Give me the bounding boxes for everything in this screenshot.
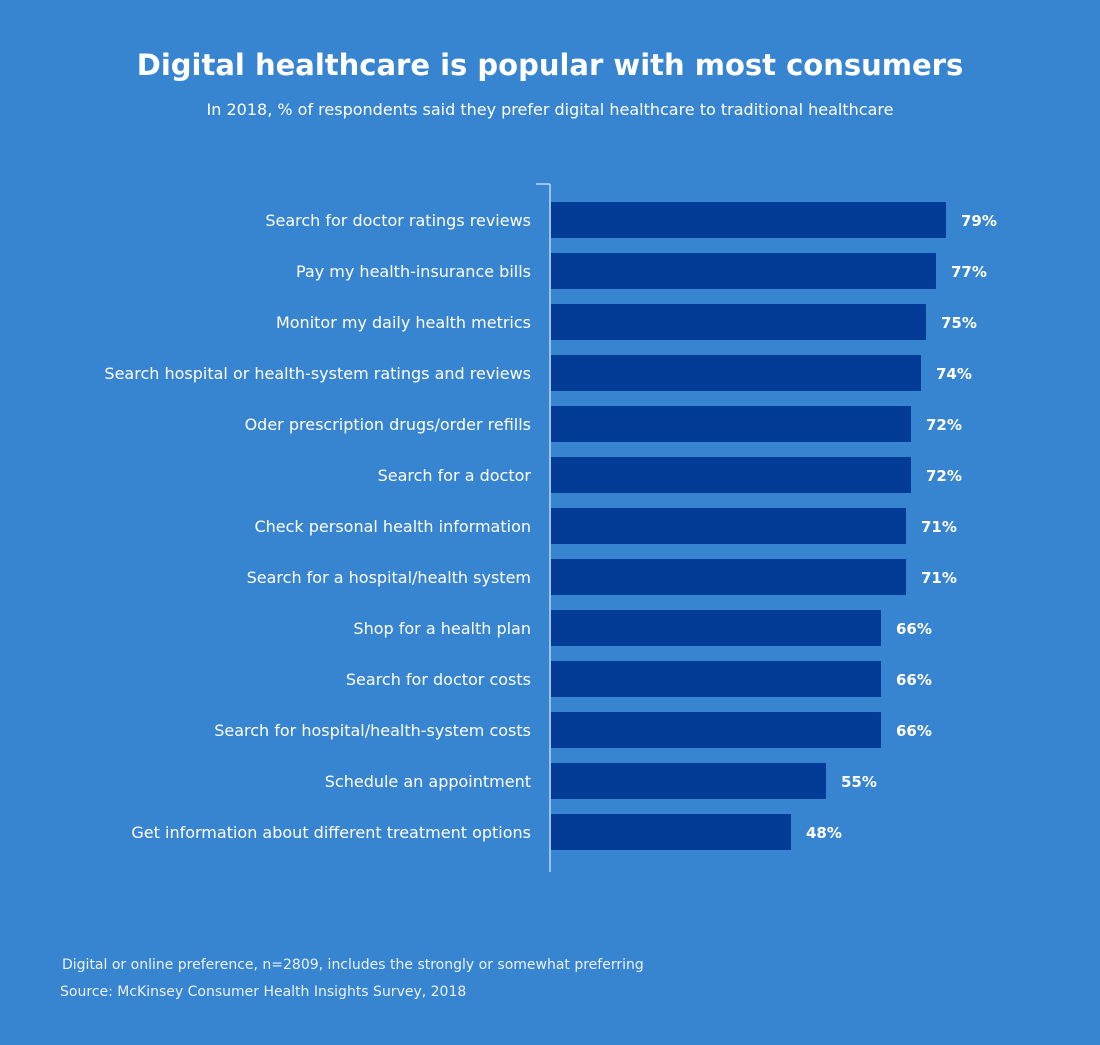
bar — [551, 508, 906, 544]
value-label: 79% — [961, 212, 997, 230]
value-label: 77% — [951, 263, 987, 281]
value-label: 66% — [896, 620, 932, 638]
bar — [551, 457, 911, 493]
bar — [551, 559, 906, 595]
category-label: Search hospital or health-system ratings… — [104, 364, 531, 383]
bar — [551, 304, 926, 340]
value-label: 71% — [921, 518, 957, 536]
value-label: 72% — [926, 467, 962, 485]
value-label: 48% — [806, 824, 842, 842]
bar — [551, 661, 881, 697]
category-label: Search for a doctor — [378, 466, 532, 485]
category-label: Search for doctor ratings reviews — [265, 211, 531, 230]
category-label: Get information about different treatmen… — [131, 823, 531, 842]
category-label: Oder prescription drugs/order refills — [245, 415, 531, 434]
bar — [551, 202, 946, 238]
category-label: Search for a hospital/health system — [247, 568, 531, 587]
value-label: 72% — [926, 416, 962, 434]
value-label: 71% — [921, 569, 957, 587]
chart-title: Digital healthcare is popular with most … — [136, 48, 964, 82]
value-label: 66% — [896, 722, 932, 740]
chart-footnote: Digital or online preference, n=2809, in… — [62, 957, 644, 973]
bar — [551, 610, 881, 646]
bar — [551, 712, 881, 748]
value-label: 75% — [941, 314, 977, 332]
bar — [551, 814, 791, 850]
chart-source: Source: McKinsey Consumer Health Insight… — [60, 984, 467, 1000]
chart-subtitle: In 2018, % of respondents said they pref… — [206, 100, 894, 119]
category-label: Search for hospital/health-system costs — [214, 721, 531, 740]
category-label: Schedule an appointment — [325, 772, 531, 791]
value-label: 74% — [936, 365, 972, 383]
category-label: Pay my health-insurance bills — [296, 262, 531, 281]
bar — [551, 763, 826, 799]
category-label: Shop for a health plan — [353, 619, 531, 638]
value-label: 55% — [841, 773, 877, 791]
bar — [551, 355, 921, 391]
category-label: Search for doctor costs — [346, 670, 531, 689]
category-label: Check personal health information — [254, 517, 531, 536]
value-label: 66% — [896, 671, 932, 689]
category-label: Monitor my daily health metrics — [276, 313, 531, 332]
bar — [551, 253, 936, 289]
bar — [551, 406, 911, 442]
